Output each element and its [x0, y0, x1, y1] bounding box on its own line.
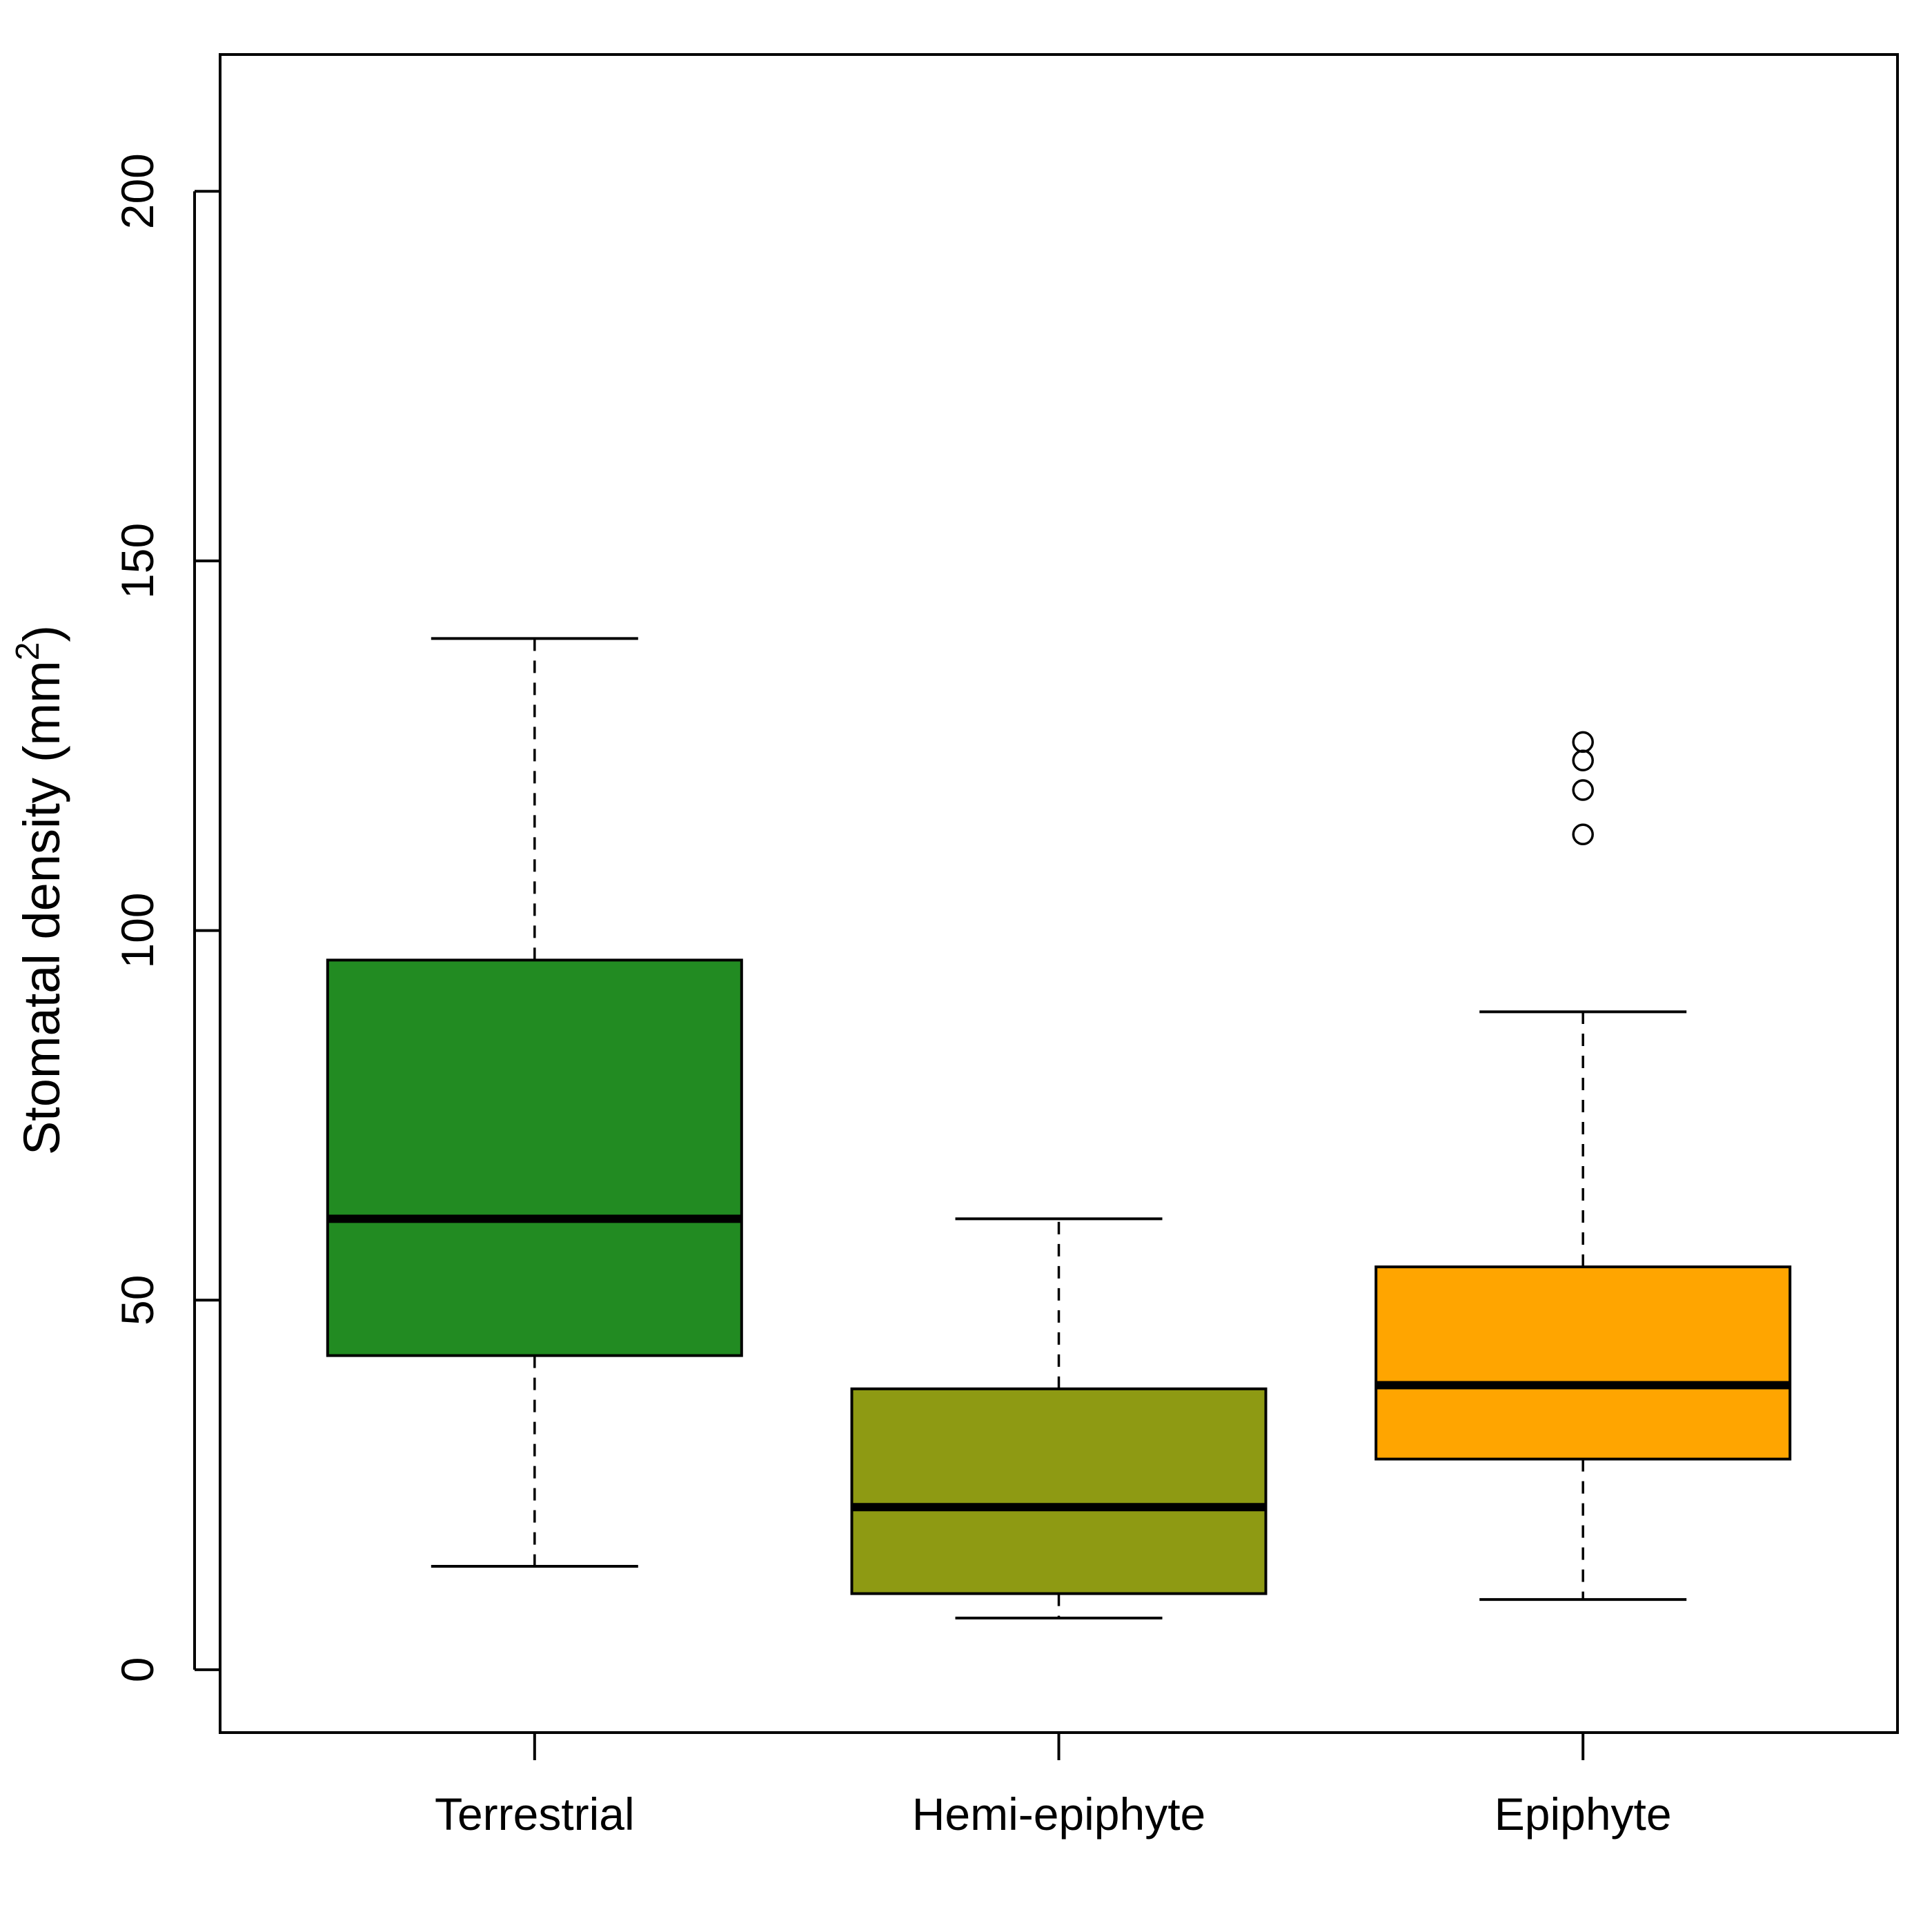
boxes-layer	[326, 637, 1792, 1619]
x-tick-label: Terrestrial	[435, 1788, 635, 1840]
box-group	[850, 1217, 1268, 1619]
y-tick-label: 150	[112, 523, 163, 599]
y-axis-unit-superscript: 2	[10, 642, 46, 660]
box	[1374, 1265, 1792, 1461]
outlier-point	[1572, 779, 1594, 801]
box	[850, 1387, 1268, 1595]
y-axis: 0 50 100 150 200	[112, 153, 220, 1682]
x-tick-label: Hemi-epiphyte	[912, 1788, 1206, 1840]
y-axis-title: Stomatal density (mm2)	[10, 625, 70, 1155]
y-tick-label: 100	[112, 893, 163, 969]
y-tick-label: 200	[112, 153, 163, 229]
x-axis: Terrestrial Hemi-epiphyte Epiphyte	[435, 1731, 1672, 1840]
box-group	[326, 637, 743, 1568]
y-tick-label: 0	[112, 1657, 163, 1683]
x-tick-label: Epiphyte	[1495, 1788, 1672, 1840]
outlier-point	[1572, 823, 1594, 846]
y-axis-unit-close: )	[13, 625, 70, 642]
box	[326, 958, 743, 1357]
y-axis-title-text: Stomatal density	[13, 778, 70, 1155]
y-axis-unit: (mm	[13, 660, 70, 762]
outlier-point	[1572, 749, 1594, 771]
box-group	[1374, 731, 1792, 1601]
outlier-point	[1572, 731, 1594, 753]
y-tick-label: 50	[112, 1275, 163, 1325]
